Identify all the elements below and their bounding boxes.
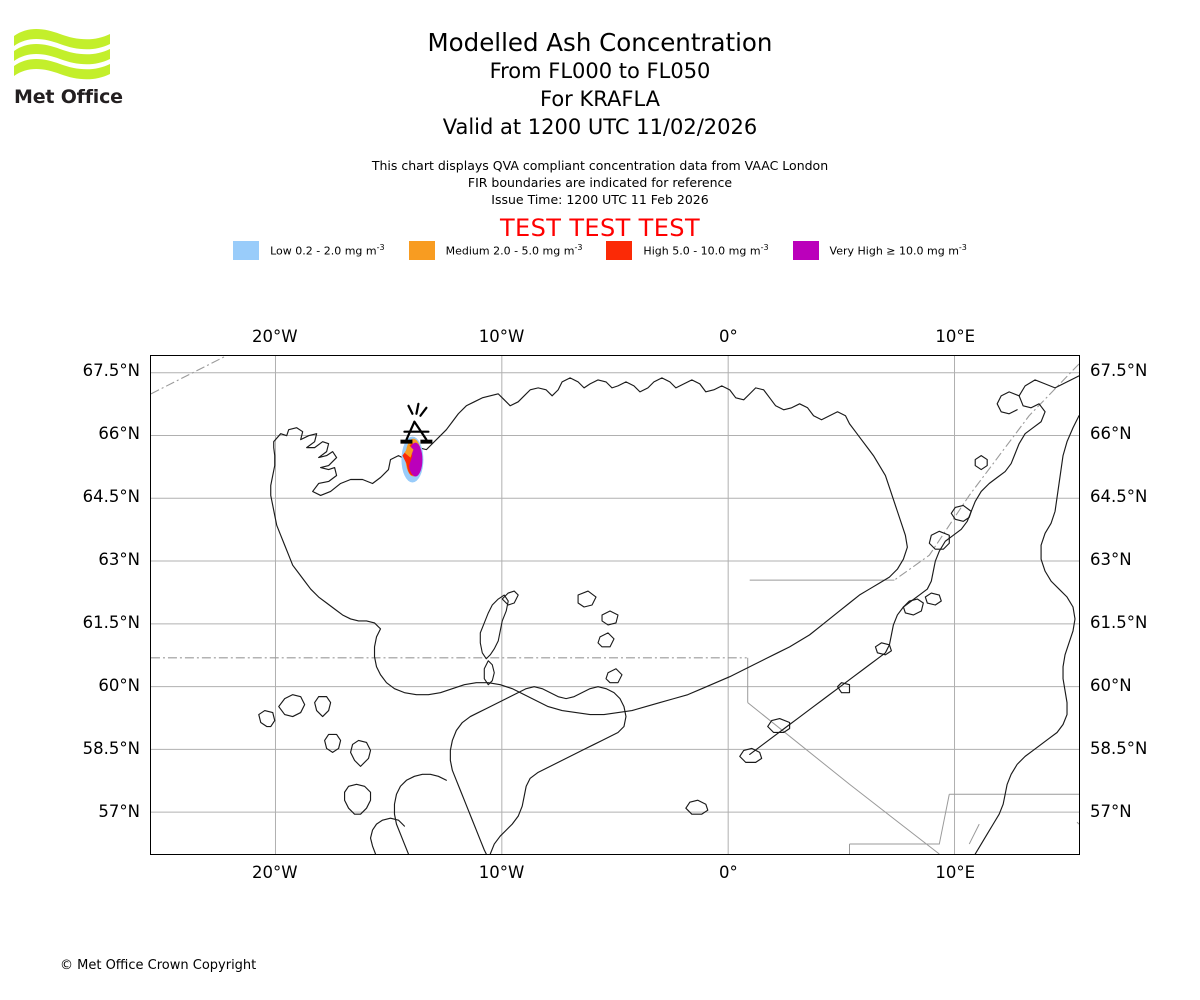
y-tick-label-left-6: 58.5°N xyxy=(82,738,140,758)
concentration-legend: Low 0.2 - 2.0 mg m-3 Medium 2.0 - 5.0 mg… xyxy=(0,241,1200,260)
coastline-islands xyxy=(479,590,623,686)
map-canvas xyxy=(151,356,1079,854)
coastline-iceland xyxy=(270,377,908,716)
y-tick-label-right-0: 67.5°N xyxy=(1090,360,1148,380)
valid-time: Valid at 1200 UTC 11/02/2026 xyxy=(442,115,758,139)
legend-text-high: High 5.0 - 10.0 mg m xyxy=(643,244,761,258)
note-fir: FIR boundaries are indicated for referen… xyxy=(467,175,733,190)
fir-boundaries-solid xyxy=(747,579,1079,854)
met-office-waves-icon xyxy=(14,29,110,80)
y-tick-label-right-5: 60°N xyxy=(1090,675,1132,695)
x-tick-label-top-2: 0° xyxy=(719,327,738,346)
volcano-symbol xyxy=(403,402,430,441)
legend-label-medium: Medium 2.0 - 5.0 mg m-3 xyxy=(446,243,583,258)
legend-label-very-high: Very High ≥ 10.0 mg m-3 xyxy=(830,243,967,258)
x-tick-label-bottom-2: 0° xyxy=(719,863,738,882)
map-gridlines xyxy=(151,356,1079,854)
map-plot-area[interactable] xyxy=(150,355,1080,855)
legend-item-very-high: Very High ≥ 10.0 mg m-3 xyxy=(792,241,967,260)
y-tick-label-left-3: 63°N xyxy=(98,549,140,569)
coastline-scandinavia xyxy=(685,375,1079,854)
page-title: Modelled Ash Concentration xyxy=(427,28,773,57)
legend-swatch-medium xyxy=(408,241,435,260)
flight-level-range: From FL000 to FL050 xyxy=(489,59,711,83)
y-tick-label-right-7: 57°N xyxy=(1090,801,1132,821)
copyright-text: © Met Office Crown Copyright xyxy=(60,958,257,973)
coastline-uk xyxy=(258,686,627,854)
y-tick-label-left-7: 57°N xyxy=(98,801,140,821)
y-tick-label-left-5: 60°N xyxy=(98,675,140,695)
y-tick-label-left-4: 61.5°N xyxy=(82,612,140,632)
y-tick-label-left-2: 64.5°N xyxy=(82,486,140,506)
legend-item-high: High 5.0 - 10.0 mg m-3 xyxy=(606,241,769,260)
x-tick-label-top-3: 10°E xyxy=(935,327,976,346)
fir-boundaries xyxy=(151,356,1079,825)
chart-title-block: Modelled Ash Concentration From FL000 to… xyxy=(0,28,1200,141)
legend-exponent-very-high: -3 xyxy=(958,243,967,253)
met-office-logo-text: Met Office xyxy=(14,86,123,108)
volcano-name: For KRAFLA xyxy=(540,87,660,111)
legend-label-high: High 5.0 - 10.0 mg m-3 xyxy=(643,243,768,258)
y-tick-label-right-6: 58.5°N xyxy=(1090,738,1148,758)
x-tick-label-bottom-3: 10°E xyxy=(935,863,976,882)
y-tick-label-right-3: 63°N xyxy=(1090,549,1132,569)
legend-text-very-high: Very High ≥ 10.0 mg m xyxy=(829,244,959,258)
legend-swatch-high xyxy=(606,241,633,260)
legend-text-low: Low 0.2 - 2.0 mg m xyxy=(270,244,377,258)
x-tick-label-top-0: 20°W xyxy=(251,327,298,346)
y-tick-label-right-4: 61.5°N xyxy=(1090,612,1148,632)
x-tick-label-top-1: 10°W xyxy=(478,327,525,346)
ash-plume xyxy=(401,436,424,483)
x-tick-label-bottom-0: 20°W xyxy=(251,863,298,882)
legend-text-medium: Medium 2.0 - 5.0 mg m xyxy=(445,244,575,258)
y-tick-label-left-0: 67.5°N xyxy=(82,360,140,380)
legend-exponent-medium: -3 xyxy=(574,243,583,253)
legend-swatch-very-high xyxy=(792,241,819,260)
x-tick-label-bottom-1: 10°W xyxy=(478,863,525,882)
y-tick-label-right-2: 64.5°N xyxy=(1090,486,1148,506)
note-qva: This chart displays QVA compliant concen… xyxy=(371,158,829,173)
met-office-logo: Met Office xyxy=(14,28,124,113)
chart-notes: This chart displays QVA compliant concen… xyxy=(0,157,1200,208)
legend-item-medium: Medium 2.0 - 5.0 mg m-3 xyxy=(408,241,583,260)
volcano-symbol-base xyxy=(400,439,433,444)
legend-label-low: Low 0.2 - 2.0 mg m-3 xyxy=(270,243,385,258)
legend-item-low: Low 0.2 - 2.0 mg m-3 xyxy=(233,241,385,260)
test-banner: TEST TEST TEST xyxy=(499,214,700,242)
legend-exponent-low: -3 xyxy=(376,243,385,253)
y-tick-label-left-1: 66°N xyxy=(98,423,140,443)
ash-plume-medium-tip xyxy=(404,445,414,458)
issue-time: Issue Time: 1200 UTC 11 Feb 2026 xyxy=(491,192,709,207)
legend-exponent-high: -3 xyxy=(760,243,769,253)
y-tick-label-right-1: 66°N xyxy=(1090,423,1132,443)
legend-swatch-low xyxy=(233,241,260,260)
